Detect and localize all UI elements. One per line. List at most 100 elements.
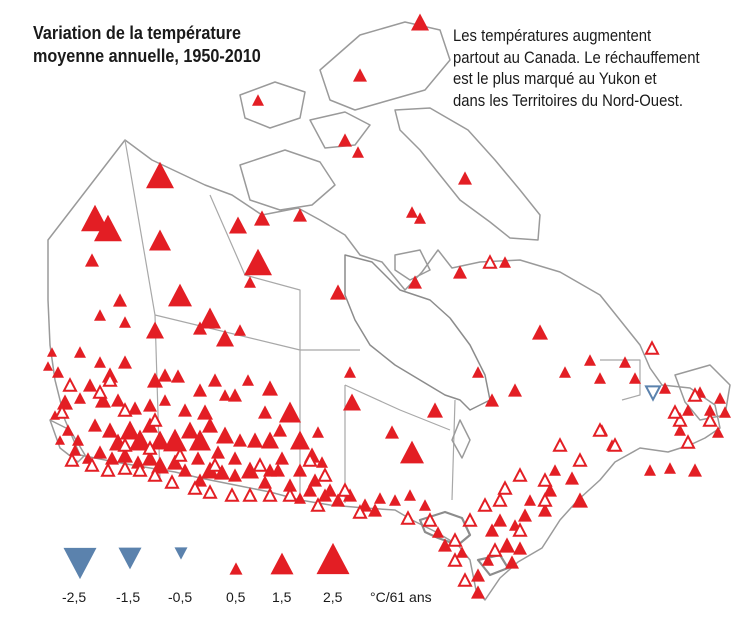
station-marker: [208, 373, 222, 387]
station-marker: [688, 463, 702, 477]
station-marker: [584, 354, 596, 366]
legend-marker-up-5: [316, 542, 350, 575]
station-marker: [389, 494, 401, 506]
station-markers: [43, 13, 731, 599]
station-marker: [508, 383, 522, 397]
victoria-island: [239, 149, 336, 211]
station-marker: [214, 464, 230, 480]
station-marker: [128, 401, 142, 415]
station-marker-outline: [447, 532, 463, 547]
station-marker: [202, 417, 218, 433]
province-borders: [124, 139, 641, 503]
station-marker: [94, 309, 106, 321]
station-marker: [406, 206, 418, 218]
station-marker-outline: [447, 552, 463, 567]
station-marker: [331, 493, 345, 507]
station-marker: [293, 463, 307, 477]
description-line3: est le plus marqué au Yukon et: [453, 70, 657, 88]
station-marker-outline: [54, 404, 70, 419]
station-marker: [368, 503, 382, 517]
station-marker: [408, 275, 422, 289]
station-marker: [419, 499, 431, 511]
station-marker: [290, 430, 310, 450]
station-marker: [294, 492, 306, 504]
station-marker: [171, 369, 185, 383]
description-line4: dans les Territoires du Nord-Ouest.: [453, 91, 684, 110]
station-marker: [146, 321, 164, 339]
station-marker: [163, 428, 187, 452]
station-marker: [316, 456, 328, 468]
station-marker: [532, 324, 548, 340]
station-marker-outline: [512, 467, 528, 482]
station-marker: [197, 404, 213, 420]
station-marker: [244, 276, 256, 288]
station-marker: [94, 214, 122, 242]
station-marker: [199, 307, 221, 329]
station-marker: [233, 433, 247, 447]
station-marker: [414, 212, 426, 224]
station-marker-outline: [457, 572, 473, 587]
station-marker: [485, 393, 499, 407]
hudson-bay: [344, 254, 491, 411]
baffin-island: [394, 107, 541, 241]
map-title: Variation de la température moyenne annu…: [33, 22, 303, 68]
station-marker: [168, 283, 192, 307]
station-marker: [120, 420, 140, 440]
station-marker: [244, 248, 272, 276]
station-marker: [88, 418, 102, 432]
station-marker-outline: [142, 440, 158, 455]
station-marker-outline: [702, 412, 718, 427]
station-marker: [565, 471, 579, 485]
station-marker: [374, 492, 386, 504]
station-marker: [234, 324, 246, 336]
station-marker: [427, 402, 443, 418]
legend-marker-down-0: [63, 547, 97, 580]
station-marker: [344, 366, 356, 378]
station-marker: [385, 425, 399, 439]
map-description: Les températures augmentent partout au C…: [453, 26, 732, 112]
station-marker: [432, 526, 444, 538]
station-marker-outline: [497, 480, 513, 495]
station-marker: [719, 406, 731, 418]
station-marker-outline: [482, 254, 498, 269]
station-marker: [146, 161, 174, 189]
legend-label-2-5: 2,5: [323, 589, 343, 605]
station-marker-outline: [282, 487, 298, 502]
station-marker-outline: [537, 472, 553, 487]
legend-label-minus-2-5: -2,5: [62, 589, 87, 605]
station-marker: [353, 68, 367, 82]
station-marker-outline: [224, 487, 240, 502]
station-marker: [411, 13, 429, 31]
legend-markers: [63, 542, 350, 580]
station-marker: [404, 489, 416, 501]
station-marker: [499, 537, 515, 553]
southampton-island: [394, 249, 431, 281]
station-marker-outline: [117, 402, 133, 417]
station-marker: [712, 426, 724, 438]
station-marker: [458, 171, 472, 185]
station-marker-outline: [147, 467, 163, 482]
ellesmere-island: [319, 21, 451, 111]
station-marker-outline: [352, 504, 368, 519]
station-marker: [258, 475, 272, 489]
station-marker: [143, 398, 157, 412]
station-marker-outline: [164, 474, 180, 489]
legend-unit: °C/61 ans: [370, 589, 432, 605]
station-marker-outline: [92, 384, 108, 399]
description-line1: Les températures augmentent: [453, 27, 652, 45]
station-marker: [74, 392, 86, 404]
station-marker: [352, 146, 364, 158]
map-title-line1: Variation de la température: [33, 23, 241, 43]
station-marker: [505, 555, 519, 569]
station-marker: [216, 329, 234, 347]
station-marker: [252, 94, 264, 106]
legend-marker-down-2: [174, 547, 188, 560]
station-marker: [193, 383, 207, 397]
station-marker: [308, 473, 322, 487]
station-marker: [283, 478, 297, 492]
station-marker: [159, 394, 171, 406]
station-marker: [303, 483, 317, 497]
station-marker: [312, 426, 324, 438]
station-marker: [94, 356, 106, 368]
station-marker: [338, 133, 352, 147]
